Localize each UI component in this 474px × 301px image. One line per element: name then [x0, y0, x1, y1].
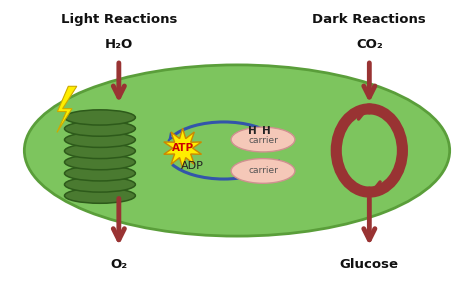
- Ellipse shape: [64, 177, 136, 192]
- Ellipse shape: [64, 166, 136, 181]
- Text: ATP: ATP: [172, 143, 194, 153]
- Ellipse shape: [64, 121, 136, 136]
- Ellipse shape: [64, 188, 136, 203]
- Text: H: H: [263, 126, 271, 136]
- Ellipse shape: [231, 159, 295, 183]
- Text: O₂: O₂: [110, 258, 128, 271]
- Ellipse shape: [231, 127, 295, 152]
- Polygon shape: [164, 128, 201, 168]
- Ellipse shape: [64, 110, 136, 125]
- Text: ADP: ADP: [181, 161, 203, 171]
- Ellipse shape: [64, 143, 136, 159]
- Text: Light Reactions: Light Reactions: [61, 13, 177, 26]
- Text: carrier: carrier: [248, 166, 278, 175]
- Text: H: H: [248, 126, 257, 136]
- Ellipse shape: [64, 132, 136, 147]
- Text: carrier: carrier: [248, 136, 278, 145]
- Text: H₂O: H₂O: [105, 38, 133, 51]
- Polygon shape: [57, 86, 77, 132]
- Text: Dark Reactions: Dark Reactions: [312, 13, 426, 26]
- Ellipse shape: [64, 154, 136, 170]
- Ellipse shape: [24, 65, 450, 236]
- Text: CO₂: CO₂: [356, 38, 383, 51]
- Text: Glucose: Glucose: [340, 258, 399, 271]
